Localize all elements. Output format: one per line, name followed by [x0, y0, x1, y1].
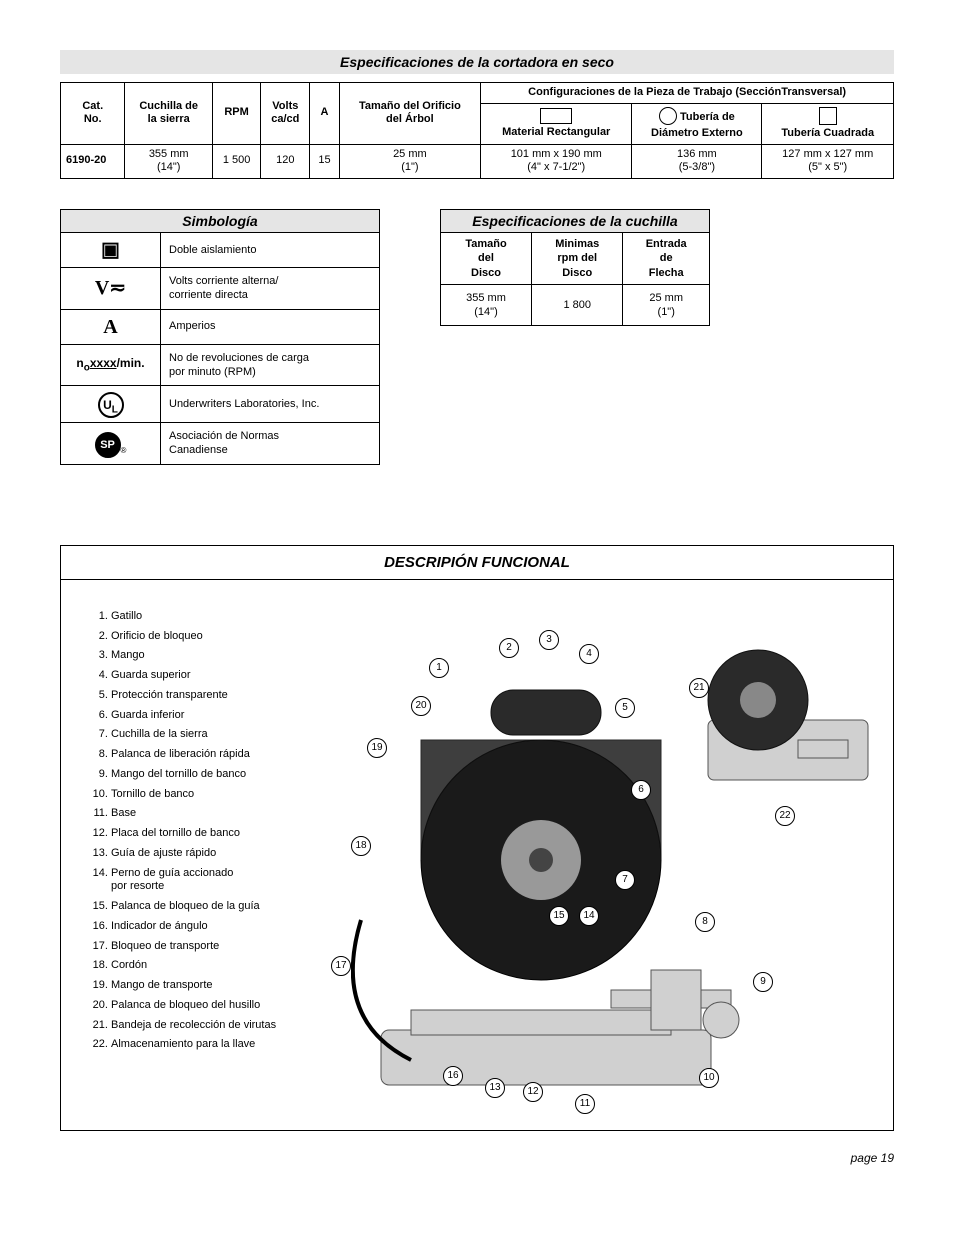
part-item: Bloqueo de transporte [111, 940, 321, 954]
sym-icon: A [61, 309, 161, 344]
h-blade: Cuchilla dela sierra [125, 83, 212, 145]
part-item: Mango de transporte [111, 979, 321, 993]
h-volts: Voltsca/cd [261, 83, 310, 145]
callout-15: 15 [549, 906, 569, 926]
detail-image [698, 630, 878, 800]
sym-table: ▣Doble aislamientoV≂Volts corriente alte… [60, 232, 380, 465]
blade-table: TamañodelDisco Minimasrpm delDisco Entra… [440, 232, 710, 326]
sym-icon: ▣ [61, 233, 161, 268]
h-pipe: Tubería deDiámetro Externo [632, 103, 762, 144]
sym-icon: noxxxx/min. [61, 344, 161, 386]
sym-icon: UL [61, 386, 161, 423]
callout-16: 16 [443, 1066, 463, 1086]
sym-row: AAmperios [61, 309, 380, 344]
callout-10: 10 [699, 1068, 719, 1088]
callout-4: 4 [579, 644, 599, 664]
part-item: Bandeja de recolección de virutas [111, 1019, 321, 1033]
h-amps: A [310, 83, 339, 145]
sym-row: V≂Volts corriente alterna/corriente dire… [61, 268, 380, 310]
sym-desc: Asociación de NormasCanadiense [161, 423, 380, 465]
callout-20: 20 [411, 696, 431, 716]
callout-1: 1 [429, 658, 449, 678]
circle-icon [659, 107, 677, 125]
callout-11: 11 [575, 1094, 595, 1114]
sym-row: noxxxx/min.No de revoluciones de cargapo… [61, 344, 380, 386]
spec-table: Cat.No. Cuchilla dela sierra RPM Voltsca… [60, 82, 894, 179]
callout-21: 21 [689, 678, 709, 698]
callout-6: 6 [631, 780, 651, 800]
h-rect: Material Rectangular [481, 103, 632, 144]
part-item: Palanca de liberación rápida [111, 748, 321, 762]
h-sq: Tubería Cuadrada [762, 103, 894, 144]
callout-9: 9 [753, 972, 773, 992]
callout-13: 13 [485, 1078, 505, 1098]
callout-17: 17 [331, 956, 351, 976]
sym-desc: Volts corriente alterna/corriente direct… [161, 268, 380, 310]
part-item: Protección transparente [111, 689, 321, 703]
callout-2: 2 [499, 638, 519, 658]
part-item: Guarda inferior [111, 709, 321, 723]
part-item: Orificio de bloqueo [111, 630, 321, 644]
sym-row: ULUnderwriters Laboratories, Inc. [61, 386, 380, 423]
blade-title: Especificaciones de la cuchilla [440, 209, 710, 232]
h-rpm: RPM [212, 83, 260, 145]
sym-row: ▣Doble aislamiento [61, 233, 380, 268]
callout-3: 3 [539, 630, 559, 650]
part-item: Perno de guía accionadopor resorte [111, 867, 321, 895]
part-item: Guarda superior [111, 669, 321, 683]
part-item: Cordón [111, 959, 321, 973]
diagram: 12345678910111213141516171819202122 [331, 600, 878, 1120]
part-item: Mango del tornillo de banco [111, 768, 321, 782]
page-number: page 19 [60, 1151, 894, 1165]
callout-8: 8 [695, 912, 715, 932]
functional-section: DESCRIPIÓN FUNCIONAL Gatillo Orificio de … [60, 545, 894, 1131]
callout-22: 22 [775, 806, 795, 826]
part-item: Tornillo de banco [111, 788, 321, 802]
sym-desc: Doble aislamiento [161, 233, 380, 268]
callout-5: 5 [615, 698, 635, 718]
part-item: Almacenamiento para la llave [111, 1038, 321, 1052]
func-title: DESCRIPIÓN FUNCIONAL [61, 546, 893, 580]
callout-19: 19 [367, 738, 387, 758]
main-saw-image [351, 660, 741, 1100]
h-cat: Cat.No. [61, 83, 125, 145]
rect-icon [540, 108, 572, 124]
sym-title: Simbología [60, 209, 380, 232]
part-item: Palanca de bloqueo de la guía [111, 900, 321, 914]
part-item: Placa del tornillo de banco [111, 827, 321, 841]
square-icon [819, 107, 837, 125]
callout-18: 18 [351, 836, 371, 856]
spec-row: 6190-20 355 mm(14") 1 500 120 15 25 mm(1… [61, 144, 894, 179]
part-item: Gatillo [111, 610, 321, 624]
spec-title: Especificaciones de la cortadora en seco [60, 50, 894, 74]
sym-desc: No de revoluciones de cargapor minuto (R… [161, 344, 380, 386]
callout-12: 12 [523, 1082, 543, 1102]
parts-list: Gatillo Orificio de bloqueo Mango Guarda su… [91, 600, 321, 1120]
h-arbor: Tamaño del Orificiodel Árbol [339, 83, 481, 145]
sym-icon: V≂ [61, 268, 161, 310]
part-item: Guía de ajuste rápido [111, 847, 321, 861]
h-config: Configuraciones de la Pieza de Trabajo (… [481, 83, 894, 104]
sym-icon: SP® [61, 423, 161, 465]
part-item: Cuchilla de la sierra [111, 728, 321, 742]
part-item: Base [111, 807, 321, 821]
callout-14: 14 [579, 906, 599, 926]
part-item: Mango [111, 649, 321, 663]
callout-7: 7 [615, 870, 635, 890]
part-item: Palanca de bloqueo del husillo [111, 999, 321, 1013]
sym-row: SP®Asociación de NormasCanadiense [61, 423, 380, 465]
sym-desc: Amperios [161, 309, 380, 344]
part-item: Indicador de ángulo [111, 920, 321, 934]
sym-desc: Underwriters Laboratories, Inc. [161, 386, 380, 423]
